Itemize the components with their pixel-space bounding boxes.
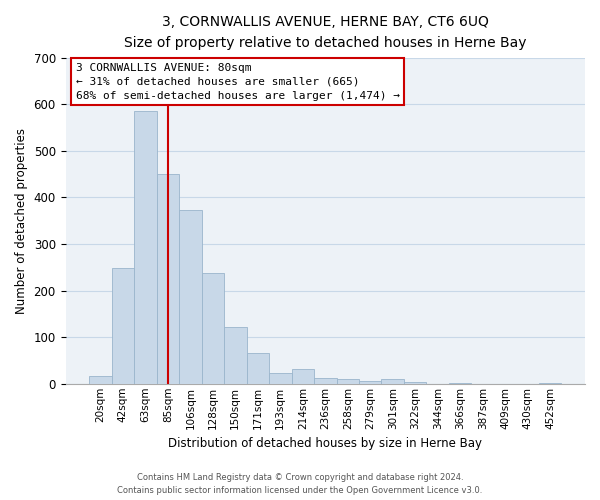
Bar — [224, 328, 247, 384]
Bar — [292, 370, 314, 384]
Bar — [314, 378, 337, 384]
Bar — [382, 379, 404, 384]
Text: Contains HM Land Registry data © Crown copyright and database right 2024.
Contai: Contains HM Land Registry data © Crown c… — [118, 474, 482, 495]
Title: 3, CORNWALLIS AVENUE, HERNE BAY, CT6 6UQ
Size of property relative to detached h: 3, CORNWALLIS AVENUE, HERNE BAY, CT6 6UQ… — [124, 15, 527, 50]
Bar — [404, 382, 427, 384]
Bar — [134, 112, 157, 384]
Y-axis label: Number of detached properties: Number of detached properties — [15, 128, 28, 314]
Bar — [157, 174, 179, 384]
Bar — [247, 352, 269, 384]
Bar — [202, 273, 224, 384]
Bar — [449, 383, 472, 384]
Bar — [337, 379, 359, 384]
Bar — [269, 372, 292, 384]
X-axis label: Distribution of detached houses by size in Herne Bay: Distribution of detached houses by size … — [168, 437, 482, 450]
Bar — [112, 268, 134, 384]
Bar — [539, 383, 562, 384]
Text: 3 CORNWALLIS AVENUE: 80sqm
← 31% of detached houses are smaller (665)
68% of sem: 3 CORNWALLIS AVENUE: 80sqm ← 31% of deta… — [76, 62, 400, 100]
Bar — [359, 382, 382, 384]
Bar — [179, 210, 202, 384]
Bar — [89, 376, 112, 384]
